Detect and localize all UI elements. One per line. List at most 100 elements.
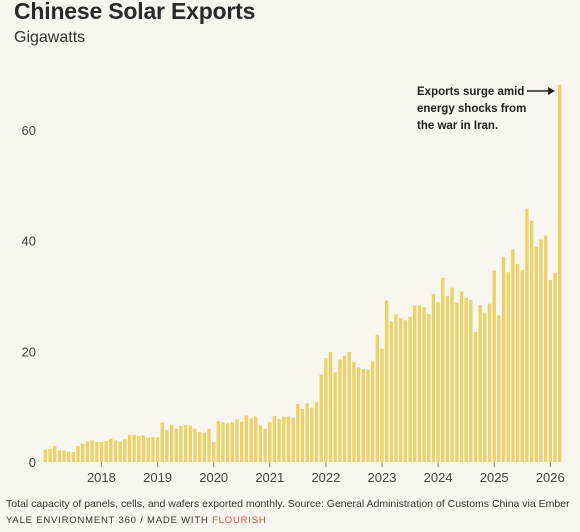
bar <box>422 307 426 462</box>
bar <box>193 428 197 462</box>
bar <box>366 369 370 462</box>
bar <box>118 441 122 462</box>
bar <box>436 302 440 462</box>
bar <box>85 441 90 462</box>
bar <box>529 220 534 462</box>
bar <box>399 318 403 462</box>
bar <box>95 442 99 462</box>
bar <box>389 321 394 462</box>
bar <box>282 416 286 462</box>
bar <box>445 296 450 462</box>
bar <box>286 416 291 462</box>
x-tick-label: 2024 <box>424 470 453 485</box>
bar <box>557 84 562 462</box>
bar <box>263 428 267 462</box>
bar <box>202 432 206 462</box>
bar <box>539 239 543 462</box>
bar <box>338 359 342 462</box>
bar <box>459 291 464 462</box>
bar <box>113 440 118 462</box>
bar <box>511 249 515 462</box>
bar <box>235 419 239 462</box>
bar <box>183 424 188 462</box>
bar <box>473 331 478 462</box>
bar <box>62 450 66 462</box>
bars-group <box>43 84 562 462</box>
bar <box>431 293 436 462</box>
bar <box>534 246 538 462</box>
bar <box>375 334 379 462</box>
bar <box>254 416 258 462</box>
x-tick-label: 2018 <box>87 470 116 485</box>
bar <box>141 435 146 462</box>
bar <box>211 442 216 462</box>
x-axis: 2018 2019 2020 2021 2022 2023 2024 2025 2026 <box>87 462 565 485</box>
bar <box>151 437 155 462</box>
bar <box>207 428 211 462</box>
bar <box>165 429 169 462</box>
bar <box>197 432 202 462</box>
bar <box>240 421 244 462</box>
bar <box>272 416 277 462</box>
bar <box>515 263 520 462</box>
bar <box>408 317 412 462</box>
bar <box>492 270 496 462</box>
bar <box>342 355 347 462</box>
bar <box>333 372 337 462</box>
bar <box>394 314 398 462</box>
x-tick-label: 2023 <box>368 470 397 485</box>
bar <box>469 299 473 462</box>
bar <box>179 426 183 462</box>
bar <box>81 443 85 462</box>
bar <box>43 449 48 462</box>
annotation: Exports surge amid energy shocks from the … <box>417 86 555 132</box>
bar <box>427 314 431 462</box>
credit-line: YALE ENVIRONMENT 360 / MADE WITH FLOURIS… <box>6 515 267 526</box>
bar <box>146 437 150 462</box>
bar <box>464 297 468 462</box>
bar <box>104 440 108 462</box>
bar <box>296 403 300 462</box>
bar <box>109 438 113 462</box>
bar <box>188 425 192 462</box>
bar <box>258 425 263 462</box>
bar <box>487 303 492 462</box>
bar <box>300 408 305 462</box>
flourish-link[interactable]: FLOURISH <box>212 515 267 526</box>
bar-chart: 0 20 40 60 2018 2019 2020 2021 2022 2023 2024 2025… <box>22 84 565 485</box>
annotation-arrow-head <box>547 87 555 95</box>
bar <box>483 312 487 462</box>
bar <box>226 423 230 462</box>
bar <box>501 256 506 462</box>
bar <box>305 403 309 462</box>
chart-title: Chinese Solar Exports <box>14 0 256 24</box>
bar <box>76 445 80 462</box>
bar <box>478 304 482 462</box>
bar <box>347 351 351 462</box>
bar <box>123 439 127 462</box>
source-note: Total capacity of panels, cells, and waf… <box>6 498 570 510</box>
y-tick-label: 20 <box>22 344 36 359</box>
y-axis: 0 20 40 60 <box>22 123 36 470</box>
credit-prefix: YALE ENVIRONMENT 360 / MADE WITH <box>6 515 209 526</box>
y-tick-label: 60 <box>22 123 36 138</box>
bar <box>277 418 281 462</box>
bar <box>553 272 557 462</box>
bar <box>127 434 132 462</box>
bar <box>455 302 459 462</box>
bar <box>324 357 328 462</box>
bar <box>132 434 136 462</box>
bar <box>543 235 548 462</box>
y-tick-label: 40 <box>22 234 36 249</box>
x-tick-label: 2020 <box>199 470 228 485</box>
bar <box>314 402 319 462</box>
bar <box>67 451 71 462</box>
x-tick-label: 2026 <box>536 470 565 485</box>
bar <box>310 407 314 462</box>
bar <box>216 421 221 462</box>
bar <box>169 424 174 462</box>
bar <box>497 315 501 462</box>
bar <box>53 445 57 462</box>
bar <box>319 374 323 462</box>
bar <box>361 369 365 462</box>
